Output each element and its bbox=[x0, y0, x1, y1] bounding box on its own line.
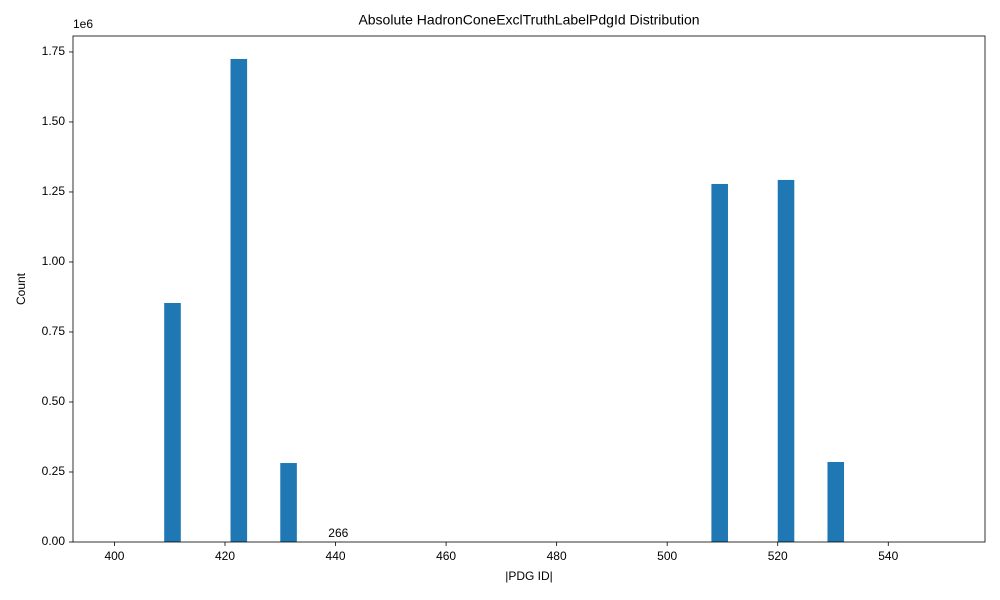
y-tick-label: 1.25 bbox=[42, 184, 66, 198]
x-tick-label: 540 bbox=[878, 549, 898, 563]
x-tick-label: 440 bbox=[326, 549, 346, 563]
y-tick-label: 1.00 bbox=[42, 254, 66, 268]
plot-frame bbox=[72, 35, 986, 543]
x-axis-label: |PDG ID| bbox=[505, 569, 553, 583]
x-tick-label: 420 bbox=[215, 549, 235, 563]
x-tick-label: 480 bbox=[547, 549, 567, 563]
y-tick-label: 1.50 bbox=[42, 114, 66, 128]
y-tick-label: 0.25 bbox=[42, 464, 66, 478]
x-tick-label: 500 bbox=[657, 549, 677, 563]
y-offset-label: 1e6 bbox=[73, 17, 93, 31]
data-label: 266 bbox=[328, 526, 348, 540]
bar bbox=[280, 463, 297, 542]
x-tick-label: 460 bbox=[436, 549, 456, 563]
bar bbox=[827, 461, 845, 542]
y-tick-label: 0.00 bbox=[42, 534, 66, 548]
y-axis-label: Count bbox=[14, 272, 28, 305]
bar bbox=[164, 302, 181, 542]
x-tick-label: 520 bbox=[768, 549, 788, 563]
bar bbox=[711, 183, 728, 543]
y-tick-label: 0.75 bbox=[42, 324, 66, 338]
chart-title: Absolute HadronConeExclTruthLabelPdgId D… bbox=[358, 12, 699, 28]
bar bbox=[777, 179, 795, 542]
y-tick-label: 1.75 bbox=[42, 44, 66, 58]
x-tick-label: 400 bbox=[104, 549, 124, 563]
y-tick-label: 0.50 bbox=[42, 394, 66, 408]
bar bbox=[230, 58, 248, 542]
